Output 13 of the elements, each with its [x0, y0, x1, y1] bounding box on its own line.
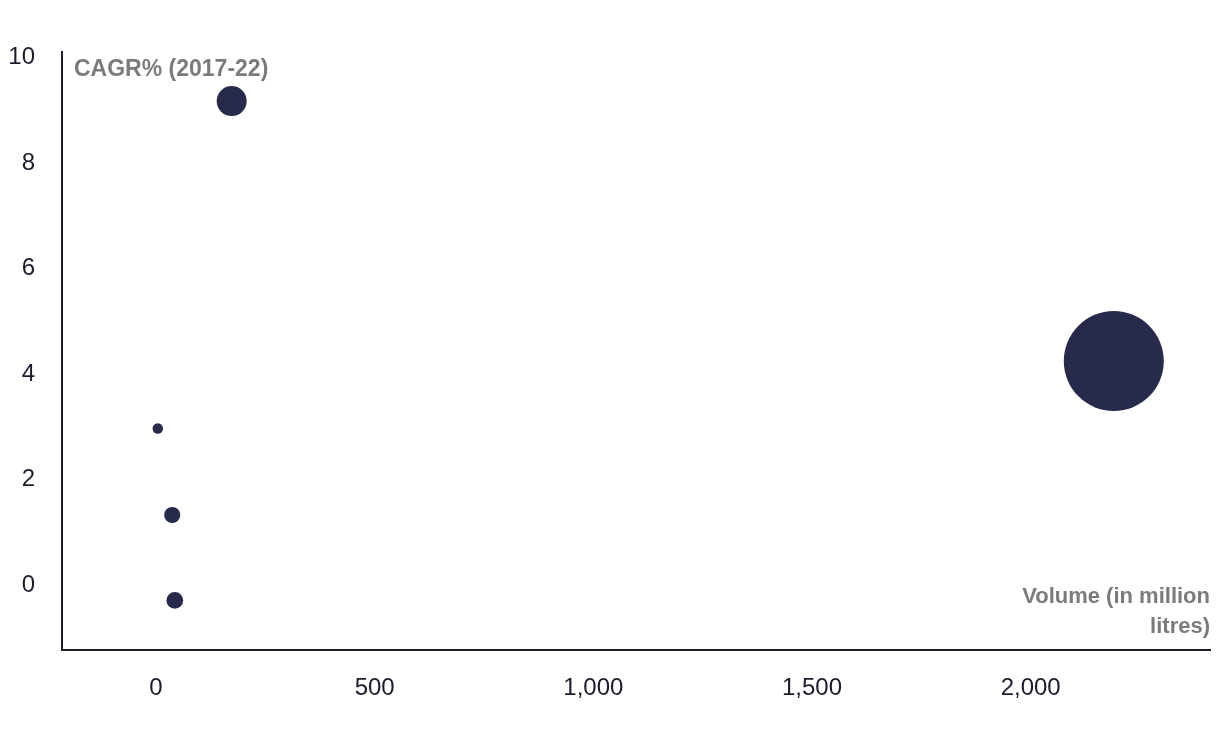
x-tick-label: 1,000: [563, 673, 624, 701]
x-tick-label: 500: [354, 673, 395, 701]
y-tick-label: 8: [21, 147, 35, 175]
y-tick-label: 0: [21, 569, 35, 597]
y-axis-title: CAGR% (2017-22): [74, 54, 269, 81]
y-tick-label: 6: [21, 253, 35, 281]
x-axis-title: Volume (in million litres): [1022, 583, 1210, 638]
y-tick-label: 10: [8, 42, 35, 70]
y-tick-label: 2: [21, 464, 35, 492]
x-tick-label: 2,000: [1000, 673, 1061, 701]
y-tick-label: 4: [21, 358, 35, 386]
x-tick-label: 1,500: [782, 673, 843, 701]
x-tick-label: 0: [149, 673, 163, 701]
